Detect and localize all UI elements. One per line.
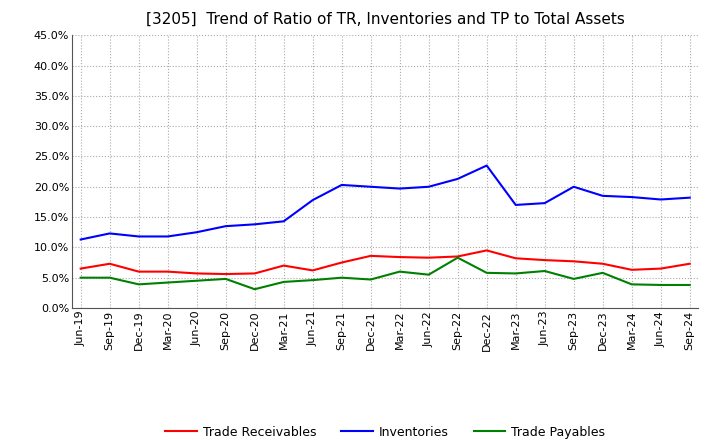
Trade Receivables [511, 256, 520, 261]
Trade Payables [395, 269, 404, 274]
Trade Receivables [308, 268, 317, 273]
Trade Payables [657, 282, 665, 288]
Inventories [163, 234, 172, 239]
Line: Trade Receivables: Trade Receivables [81, 250, 690, 274]
Trade Payables [570, 276, 578, 282]
Trade Payables [511, 271, 520, 276]
Trade Payables [627, 282, 636, 287]
Trade Receivables [279, 263, 288, 268]
Inventories [482, 163, 491, 168]
Trade Receivables [454, 254, 462, 259]
Trade Payables [454, 255, 462, 260]
Inventories [366, 184, 375, 189]
Line: Trade Payables: Trade Payables [81, 258, 690, 289]
Inventories [279, 219, 288, 224]
Inventories [424, 184, 433, 189]
Trade Receivables [482, 248, 491, 253]
Inventories [135, 234, 143, 239]
Inventories [395, 186, 404, 191]
Trade Receivables [251, 271, 259, 276]
Trade Payables [598, 270, 607, 275]
Inventories [570, 184, 578, 189]
Trade Payables [279, 279, 288, 285]
Trade Payables [338, 275, 346, 280]
Trade Payables [308, 278, 317, 283]
Inventories [541, 201, 549, 206]
Inventories [627, 194, 636, 200]
Trade Payables [105, 275, 114, 280]
Trade Receivables [163, 269, 172, 274]
Trade Receivables [570, 259, 578, 264]
Inventories [338, 182, 346, 187]
Trade Receivables [338, 260, 346, 265]
Legend: Trade Receivables, Inventories, Trade Payables: Trade Receivables, Inventories, Trade Pa… [161, 421, 610, 440]
Inventories [598, 193, 607, 198]
Inventories [657, 197, 665, 202]
Inventories [251, 222, 259, 227]
Trade Receivables [395, 254, 404, 260]
Trade Receivables [541, 257, 549, 263]
Inventories [192, 230, 201, 235]
Inventories [511, 202, 520, 208]
Trade Payables [685, 282, 694, 288]
Trade Payables [135, 282, 143, 287]
Trade Receivables [221, 271, 230, 277]
Trade Receivables [685, 261, 694, 266]
Trade Receivables [657, 266, 665, 271]
Inventories [76, 237, 85, 242]
Inventories [105, 231, 114, 236]
Inventories [454, 176, 462, 182]
Line: Inventories: Inventories [81, 165, 690, 239]
Trade Payables [192, 278, 201, 283]
Trade Receivables [366, 253, 375, 259]
Trade Payables [76, 275, 85, 280]
Inventories [221, 224, 230, 229]
Inventories [308, 198, 317, 203]
Trade Receivables [192, 271, 201, 276]
Trade Receivables [135, 269, 143, 274]
Trade Receivables [105, 261, 114, 266]
Trade Receivables [627, 267, 636, 272]
Trade Payables [541, 268, 549, 274]
Trade Payables [251, 286, 259, 292]
Trade Receivables [598, 261, 607, 266]
Trade Payables [163, 280, 172, 285]
Trade Payables [221, 276, 230, 282]
Trade Payables [424, 272, 433, 277]
Inventories [685, 195, 694, 200]
Trade Receivables [424, 255, 433, 260]
Trade Payables [366, 277, 375, 282]
Title: [3205]  Trend of Ratio of TR, Inventories and TP to Total Assets: [3205] Trend of Ratio of TR, Inventories… [145, 12, 625, 27]
Trade Payables [482, 270, 491, 275]
Trade Receivables [76, 266, 85, 271]
